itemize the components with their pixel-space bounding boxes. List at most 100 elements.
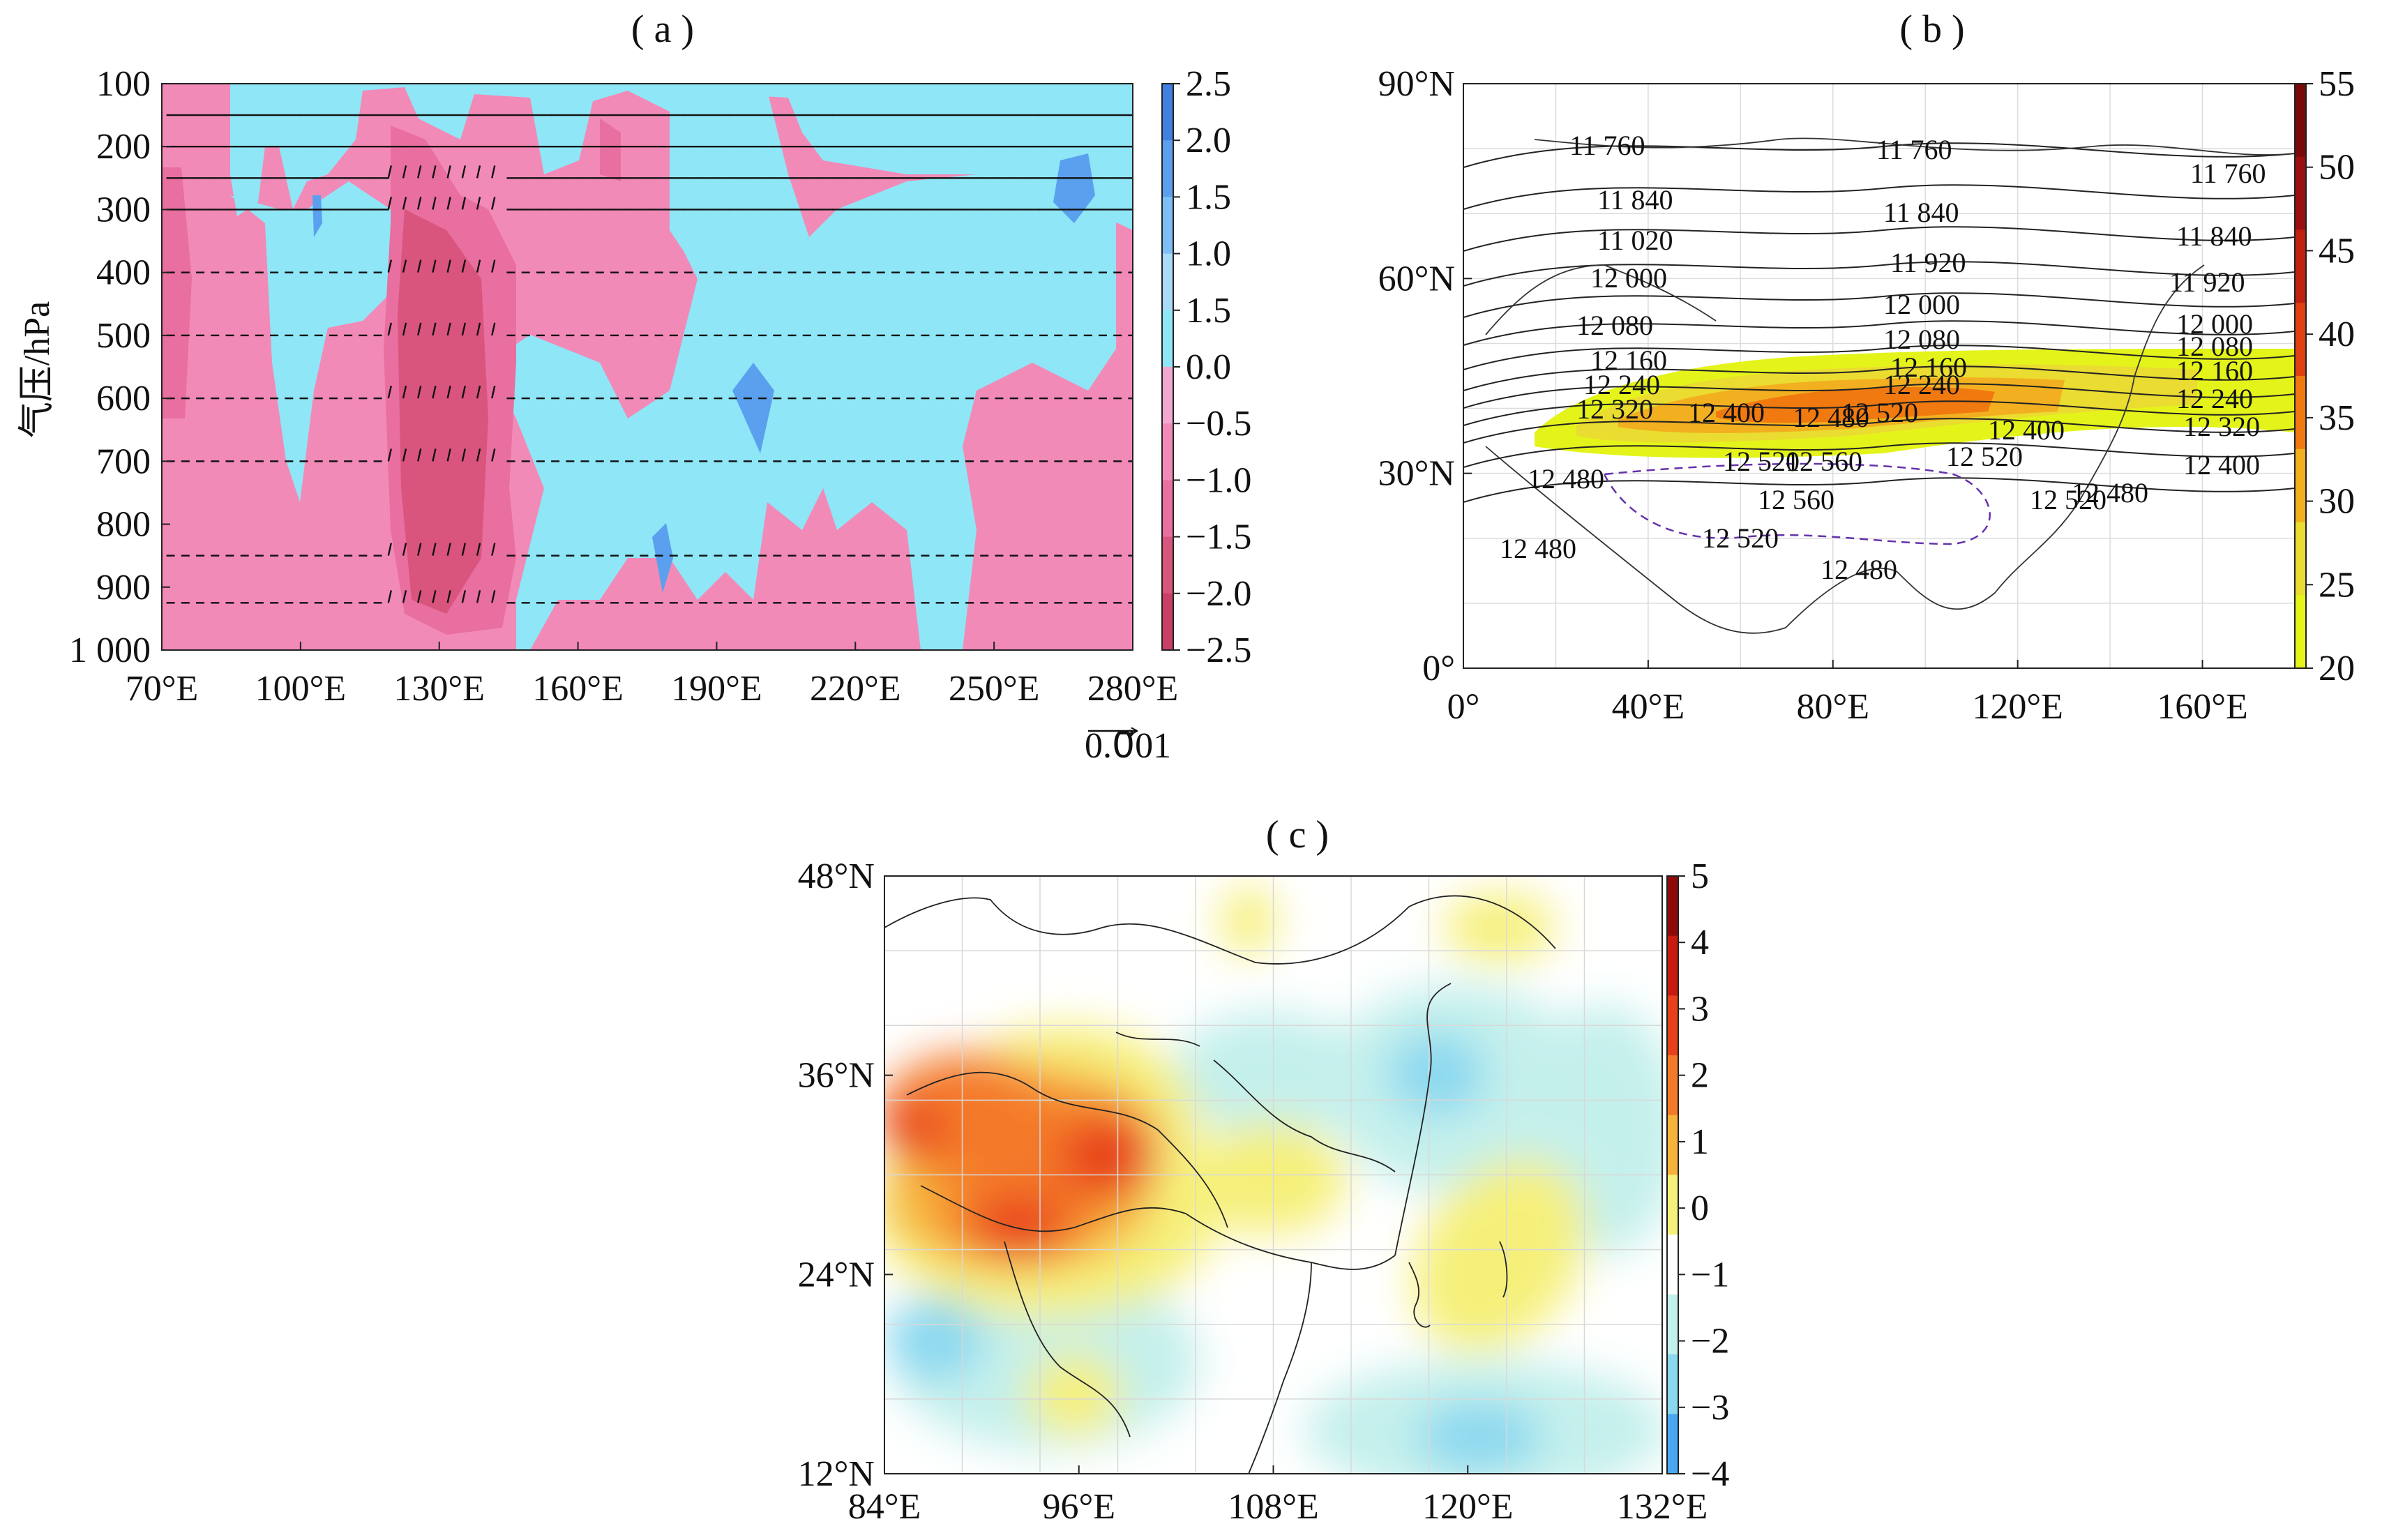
panel-b-contour-line <box>1463 400 2295 426</box>
panel-b-colorbar-label: 25 <box>2319 565 2355 605</box>
panel-c-colorbar-label: 4 <box>1691 923 1709 962</box>
wind-vector <box>491 543 496 556</box>
panel-c-colorbar-swatch <box>1667 1115 1678 1175</box>
panel-c-xtick-label: 132°E <box>1617 1487 1708 1527</box>
wind-vector <box>476 259 481 273</box>
wind-vector <box>461 259 467 273</box>
panel-a-colorbar-swatch <box>1162 84 1173 141</box>
wind-vector <box>491 165 496 179</box>
panel-c-colorbar-swatch <box>1667 1354 1678 1414</box>
panel-a-reference-label: 0.0⃗01 <box>1085 726 1171 766</box>
wind-vector <box>417 543 422 556</box>
wind-vector <box>402 322 407 336</box>
panel-a-colorbar-label: 0.0 <box>1186 347 1231 387</box>
wind-vector <box>432 322 437 336</box>
panel-a-colorbar-label: −1.0 <box>1186 460 1251 500</box>
panel-b-xtick-label: 160°E <box>2157 687 2248 727</box>
panel-b-ytick-label: 0° <box>1422 649 1455 688</box>
panel-a-colorbar-swatch <box>1162 423 1173 481</box>
wind-vector <box>446 543 451 556</box>
panel-a-negative-core <box>398 209 488 614</box>
panel-b-jet-35 <box>1716 387 1995 423</box>
panel-a-colorbar-label: 2.5 <box>1186 64 1231 104</box>
panel-a-colorbar-swatch <box>1162 536 1173 594</box>
panel-b-contour-label: 11 840 <box>1883 197 1959 228</box>
panel-a-field <box>162 84 1133 650</box>
panel-c-colorbar-swatch <box>1667 1175 1678 1235</box>
panel-a-negative-west <box>162 167 192 418</box>
wind-vector <box>446 259 451 273</box>
panel-a-positive-patch-2 <box>652 523 673 593</box>
panel-b-contour-label: 12 520 <box>2030 484 2107 515</box>
panel-a-axes: 70°E 100°E 130°E 160°E 190°E 220°E 250°E 280°E 1… <box>69 64 1178 709</box>
panel-c-ytick-label: 24°N <box>798 1255 875 1294</box>
wind-vector <box>476 197 481 210</box>
wind-vector <box>461 590 467 603</box>
panel-a-xtick-label: 190°E <box>671 669 762 709</box>
panel-b-contour-line <box>1463 442 2295 468</box>
wind-vector <box>432 197 437 210</box>
panel-b-colorbar-swatch <box>2295 376 2306 450</box>
panel-b-contour-label: 12 160 <box>1590 345 1667 376</box>
wind-vector <box>402 197 407 210</box>
wind-vector <box>417 590 422 603</box>
panel-b-contour-line <box>1463 320 2295 346</box>
panel-b-contour-label: 12 240 <box>2176 383 2253 414</box>
wind-vector <box>461 448 467 462</box>
panel-b-colorbar-swatch <box>2295 595 2306 669</box>
panel-b-contour-label: 12 400 <box>1988 414 2065 446</box>
panel-b-contour-label: 12 520 <box>1946 441 2023 472</box>
panel-a-xtick-label: 250°E <box>949 669 1040 709</box>
panel-c-colorbar: 5 4 3 2 1 0 −1 −2 −3 −4 <box>1666 856 1729 1494</box>
wind-vector <box>491 197 496 210</box>
panel-a-positive-region-upper <box>230 84 809 279</box>
wind-vector <box>402 448 407 462</box>
wind-vector <box>417 197 422 210</box>
panel-c-colorbar-label: 5 <box>1691 856 1709 896</box>
panel-b-contour-line <box>1463 142 2295 168</box>
panel-b-contour-label: 12 480 <box>1500 533 1576 564</box>
wind-vector <box>402 590 407 603</box>
panel-b-contour-label: 11 760 <box>2190 158 2266 189</box>
panel-a-positive-patch-3 <box>1053 153 1095 223</box>
panel-b-contour-label: 12 560 <box>1758 484 1834 515</box>
panel-a-positive-patch-4 <box>312 195 322 237</box>
wind-vector <box>432 448 437 462</box>
panel-c-field <box>884 876 1662 1474</box>
wind-vector <box>387 197 392 210</box>
panel-a-colorbar-swatch <box>1162 253 1173 311</box>
panel-a-ytick-label: 900 <box>96 568 151 607</box>
panel-b-contour-label: 12 240 <box>1883 369 1960 400</box>
wind-vector <box>461 197 467 210</box>
panel-b-contour-labels: 11 760 11 760 11 760 11 840 11 840 11 840 11 0… <box>1500 130 2266 585</box>
panel-b-contour-label: 11 020 <box>1597 225 1673 256</box>
panel-b-colorbar-swatch <box>2295 522 2306 596</box>
panel-a-colorbar: 2.5 2.0 1.5 1.0 1.5 0.0 −0.5 −1.0 −1.5 −2.0 −2.5 <box>1161 64 1251 670</box>
panel-c-xtick-label: 120°E <box>1422 1487 1514 1527</box>
wind-vector <box>446 385 451 399</box>
panel-a-xtick-label: 160°E <box>532 669 624 709</box>
panel-b-coastlines <box>1485 137 2295 634</box>
panel-b-contour-label: 11 760 <box>1876 134 1952 165</box>
wind-vector <box>387 259 392 273</box>
panel-c-boundaries <box>884 895 1556 1474</box>
wind-vector <box>432 590 437 603</box>
wind-vector <box>491 590 496 603</box>
panel-a-positive-region-top <box>530 84 1133 230</box>
panel-a-xtick-label: 130°E <box>393 669 485 709</box>
wind-vector <box>491 322 496 336</box>
panel-a-colorbar-label: −1.5 <box>1186 518 1251 557</box>
panel-c-title: ( c ) <box>1266 813 1329 856</box>
panel-b-ytick-label: 90°N <box>1378 64 1455 104</box>
panel-b-contour-label: 12 160 <box>1890 352 1967 383</box>
panel-c-colorbar-frame <box>1666 875 1679 1474</box>
panel-c-colorbar-swatch <box>1667 995 1678 1056</box>
wind-vector <box>476 322 481 336</box>
panel-b-field: 11 760 11 760 11 760 11 840 11 840 11 840 11 0… <box>1463 84 2295 668</box>
panel-b-contour-label: 12 000 <box>1590 262 1667 294</box>
panel-a-positive-region-east <box>488 153 1116 650</box>
wind-vector <box>491 259 496 273</box>
panel-a-xtick-label: 220°E <box>810 669 901 709</box>
panel-c-colorbar-swatch <box>1667 876 1678 937</box>
panel-b-contour-label: 11 920 <box>1890 247 1966 278</box>
